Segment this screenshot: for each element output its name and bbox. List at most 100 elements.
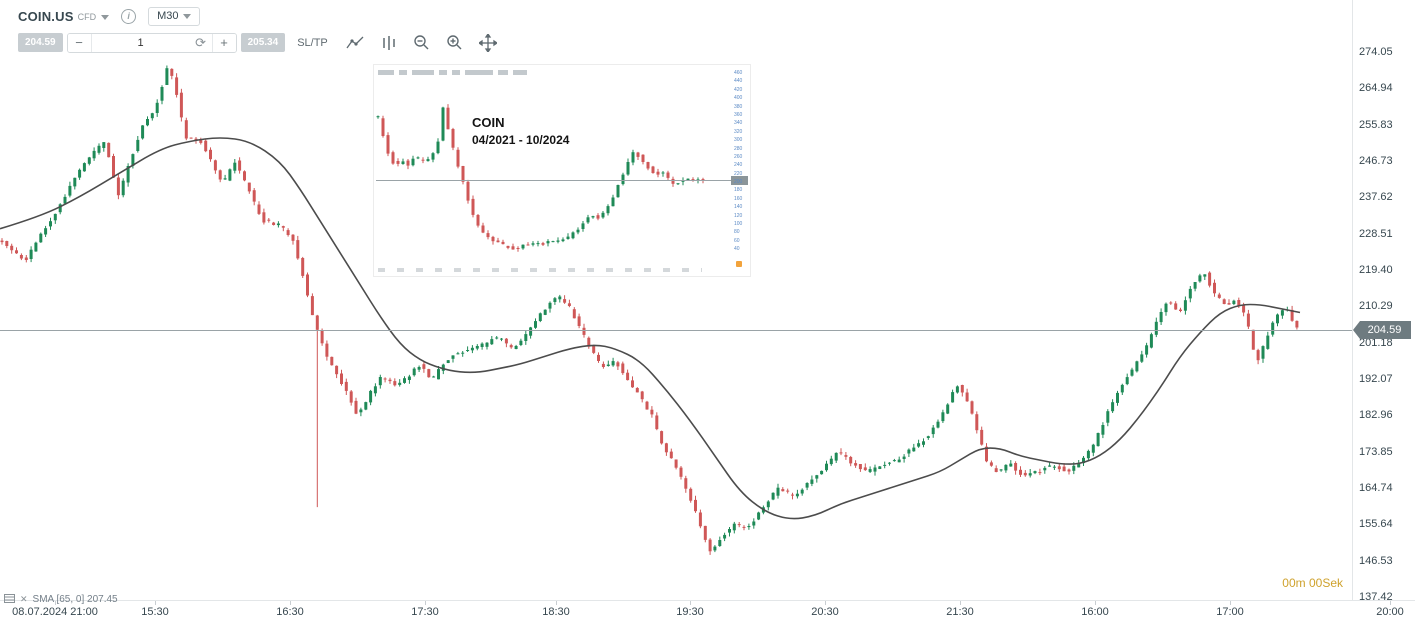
current-price-tag: 204.59 [1353, 321, 1411, 339]
volume-increase-button[interactable]: + [211, 33, 236, 52]
price-axis[interactable]: 274.05 264.94 255.83 246.73 237.62 228.51 219.… [1353, 0, 1415, 603]
price-tick: 164.74 [1359, 482, 1393, 494]
time-tick-mark [155, 601, 156, 605]
inset-price-tick: 80 [734, 229, 740, 235]
price-tick: 264.94 [1359, 82, 1393, 94]
price-tick: 246.73 [1359, 155, 1393, 167]
zoom-in-icon[interactable] [445, 34, 465, 52]
time-tick-mark [425, 601, 426, 605]
inset-price-tag [731, 176, 748, 185]
candlestick-chart[interactable] [0, 0, 1352, 600]
inset-chart-overlay: COIN 04/2021 - 10/2024 460 440 420 400 380 36… [373, 64, 751, 277]
price-tick: 201.18 [1359, 337, 1393, 349]
time-tick: 19:30 [676, 606, 704, 618]
inset-price-tick: 180 [734, 187, 743, 193]
price-tick: 210.29 [1359, 300, 1393, 312]
current-price-line [0, 330, 1352, 331]
timeframe-caret-icon [183, 10, 192, 22]
price-tick: 173.85 [1359, 446, 1393, 458]
time-tick-mark [55, 601, 56, 605]
inset-symbol-label: COIN [472, 115, 505, 130]
symbol-label[interactable]: COIN.US [18, 8, 74, 24]
time-tick: 17:00 [1216, 606, 1244, 618]
inset-price-tick: 100 [734, 221, 743, 227]
sltp-button[interactable]: SL/TP [297, 36, 328, 49]
inset-orange-marker [736, 261, 742, 267]
price-tick: 237.62 [1359, 191, 1393, 203]
time-tick-mark [556, 601, 557, 605]
zoom-out-icon[interactable] [412, 34, 432, 52]
price-tick: 219.40 [1359, 264, 1393, 276]
chart-toolbar: COIN.US CFD i M30 204.59 − ⟳ + 205.34 S [18, 6, 498, 53]
time-tick-mark [1390, 601, 1391, 605]
price-tick: 155.64 [1359, 518, 1393, 530]
time-tick: 16:00 [1081, 606, 1109, 618]
time-tick-mark [825, 601, 826, 605]
timeframe-selector[interactable]: M30 [148, 6, 201, 26]
price-tick: 274.05 [1359, 46, 1393, 58]
move-crosshair-icon[interactable] [478, 33, 498, 52]
time-tick: 08.07.2024 21:00 [12, 606, 98, 618]
info-icon[interactable]: i [121, 8, 137, 24]
buy-price-button[interactable]: 205.34 [240, 33, 286, 52]
inset-toolbar-decoration [378, 69, 527, 75]
inset-price-tick: 280 [734, 146, 743, 152]
chart-tool-icons [346, 33, 498, 52]
inset-title: COIN 04/2021 - 10/2024 [472, 115, 569, 147]
price-tick: 182.96 [1359, 409, 1393, 421]
time-tick: 15:30 [141, 606, 169, 618]
indicator-footer: ✕ SMA [65, 0] 207.45 [4, 590, 118, 608]
inset-price-line [376, 180, 734, 181]
inset-date-range-label: 04/2021 - 10/2024 [472, 133, 570, 147]
inset-price-tick: 440 [734, 78, 743, 84]
time-tick-mark [290, 601, 291, 605]
trendline-tool-icon[interactable] [346, 34, 366, 52]
time-axis[interactable]: 08.07.2024 21:00 15:30 16:30 17:30 18:30 19:3… [0, 600, 1415, 622]
symbol-dropdown-caret-icon[interactable] [101, 7, 110, 25]
price-tick: 146.53 [1359, 555, 1393, 567]
inset-price-tick: 320 [734, 129, 743, 135]
volume-decrease-button[interactable]: − [67, 33, 92, 52]
refresh-icon[interactable]: ⟳ [195, 34, 207, 50]
instrument-type-label: CFD [77, 12, 97, 22]
inset-price-tick: 360 [734, 112, 743, 118]
candle-countdown: 00m 00Sek [1282, 576, 1343, 590]
inset-price-tick: 340 [734, 120, 743, 126]
time-tick-mark [1095, 601, 1096, 605]
indicator-remove-icon[interactable]: ✕ [20, 593, 28, 604]
inset-price-tick: 380 [734, 104, 743, 110]
inset-price-tick: 460 [734, 70, 743, 76]
indicators-icon[interactable] [379, 34, 399, 52]
inset-price-tick: 120 [734, 213, 743, 219]
time-tick-mark [690, 601, 691, 605]
inset-price-tick: 40 [734, 246, 740, 252]
time-tick: 20:30 [811, 606, 839, 618]
time-tick: 20:00 [1376, 606, 1404, 618]
price-tick: 192.07 [1359, 373, 1393, 385]
time-tick: 21:30 [946, 606, 974, 618]
inset-price-tick: 420 [734, 87, 743, 93]
countdown-minutes: 00m [1282, 576, 1309, 590]
current-price-value: 204.59 [1367, 324, 1402, 336]
time-tick: 18:30 [542, 606, 570, 618]
time-tick-mark [960, 601, 961, 605]
inset-price-tick: 400 [734, 95, 743, 101]
indicator-label: SMA [65, 0] 207.45 [32, 593, 118, 605]
inset-price-tick: 300 [734, 137, 743, 143]
price-tick: 255.83 [1359, 119, 1393, 131]
indicator-panel-icon[interactable] [4, 590, 15, 608]
inset-price-axis: 460 440 420 400 380 360 340 320 300 280 260 240 220 2… [374, 65, 752, 278]
timeframe-value: M30 [157, 10, 179, 22]
volume-input[interactable] [91, 36, 190, 49]
inset-price-tick: 240 [734, 162, 743, 168]
inset-price-tick: 220 [734, 171, 743, 177]
time-tick: 17:30 [411, 606, 439, 618]
inset-price-tick: 60 [734, 238, 740, 244]
inset-price-tick: 160 [734, 196, 743, 202]
sell-price-button[interactable]: 204.59 [18, 33, 63, 52]
inset-time-axis-decoration [378, 268, 702, 272]
price-tick: 228.51 [1359, 228, 1393, 240]
time-tick-mark [1230, 601, 1231, 605]
price-axis-separator [1352, 0, 1353, 600]
